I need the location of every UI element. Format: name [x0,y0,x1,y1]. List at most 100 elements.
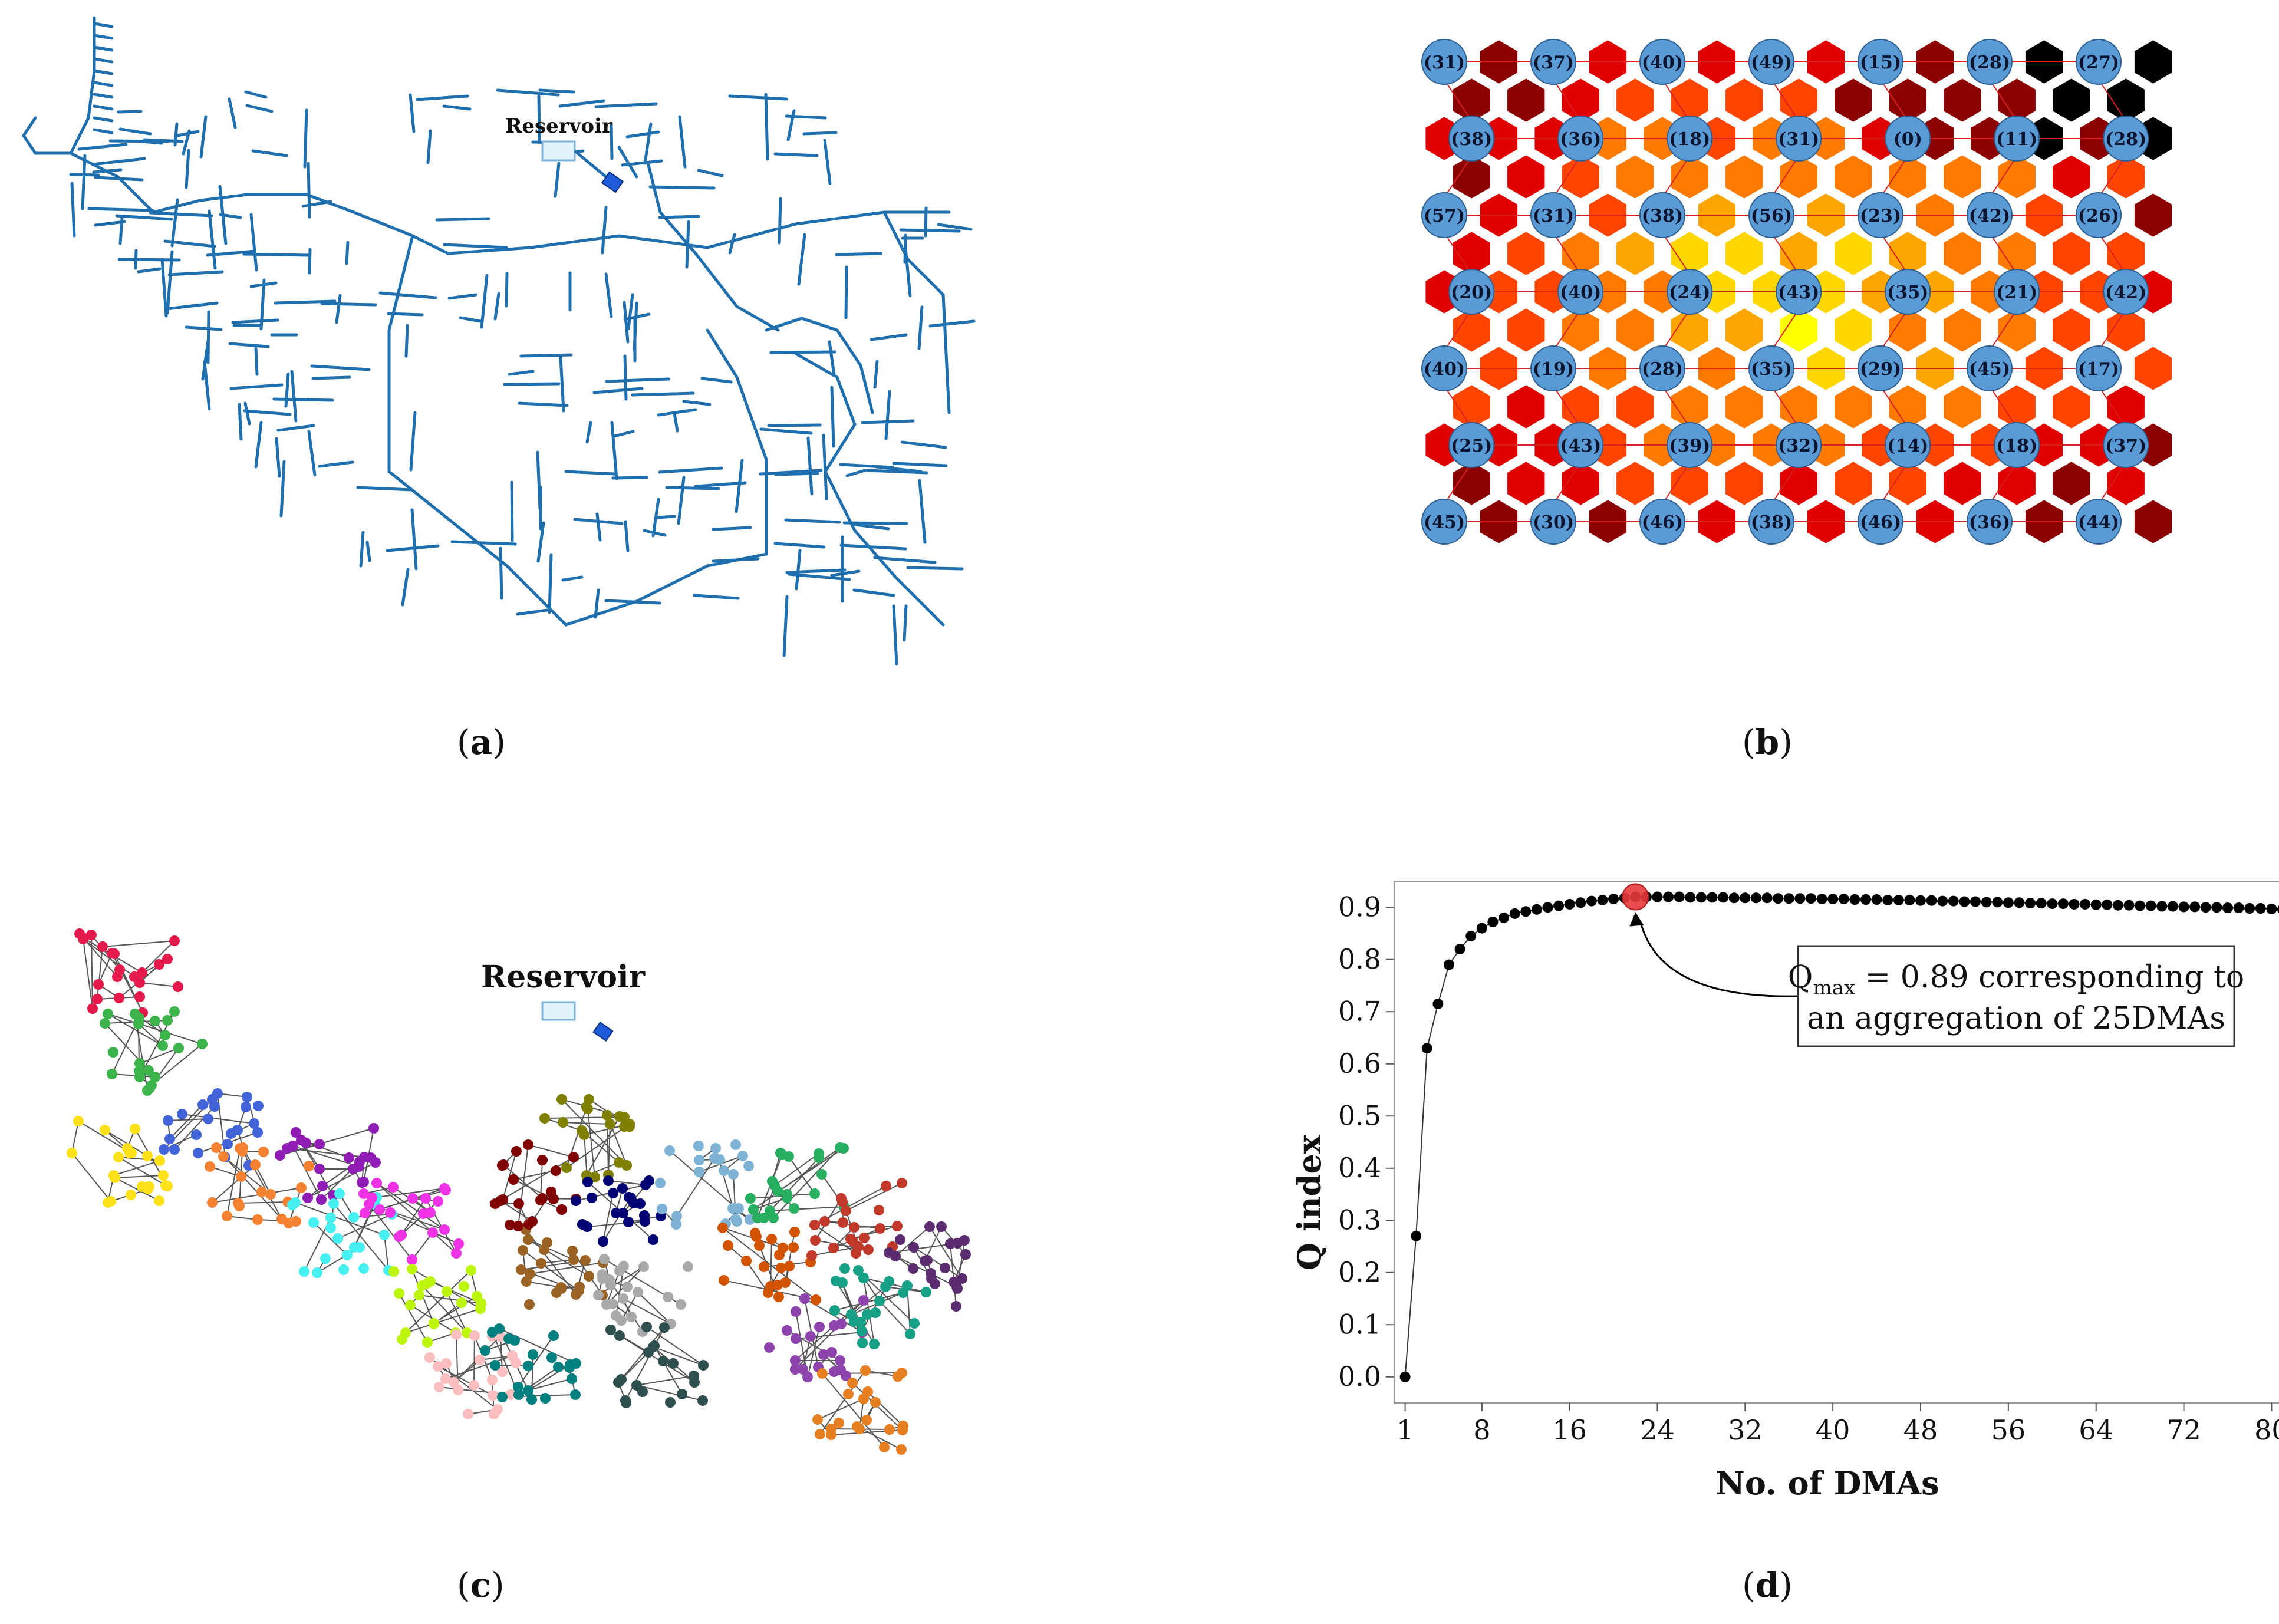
node-dot [203,1114,213,1124]
node-dot [582,1221,592,1232]
node-dot [805,1331,816,1342]
hex-cell [1944,308,1981,352]
node-dot [838,1217,848,1228]
node-dot [379,1230,390,1240]
node-dot [875,1223,885,1234]
y-axis-title: Q index [1290,1134,1328,1270]
node-label: (57) [1424,206,1465,226]
node-dot [618,1293,628,1304]
pipe-segment [937,223,973,231]
node-dot [773,1292,784,1302]
node-dot [354,1157,365,1167]
node-label: (35) [1751,359,1792,380]
neighbor-line [1771,232,1800,275]
link [114,1177,160,1201]
pipe-segment [643,122,653,165]
pipe-segment [284,372,290,408]
hex-cell [1780,78,1817,122]
y-tick-label: 0.8 [1338,943,1381,975]
node-bubble [1858,192,1903,238]
pipe-segment [677,476,686,525]
node-dot [869,1339,880,1349]
pipe-segment [892,462,948,467]
node-bubble [1448,269,1495,315]
y-tick-label: 0.4 [1338,1152,1381,1184]
node-dot [193,1148,203,1158]
node-dot [507,1350,518,1361]
pipe-segment [573,518,624,525]
pipe-segment [558,99,605,108]
pipe-segment [657,408,697,417]
node-dot [615,1375,626,1385]
hex-cell [1889,155,1926,199]
hex-cell [1507,232,1545,275]
node-dot [258,1147,269,1157]
y-tick-label: 0.1 [1338,1308,1381,1340]
data-point [1432,999,1444,1009]
hex-cell [1780,385,1817,429]
data-point [1542,902,1553,913]
node-dot [811,1294,821,1305]
pipe-segment [206,249,256,257]
data-point [1685,892,1696,903]
link [91,934,93,1009]
x-tick-label: 64 [2079,1414,2113,1446]
node-dot [683,1261,693,1272]
node-dot [806,1250,817,1261]
node-dot [602,1110,612,1121]
node-label: (28) [2105,129,2146,150]
x-tick-label: 24 [1640,1414,1675,1446]
link [587,1108,595,1178]
link [541,1259,574,1264]
data-point [2069,898,2080,910]
node-dot [874,1296,885,1306]
hex-cell [2053,78,2090,122]
pipe-segment [559,355,565,413]
pipe-segment [697,169,724,177]
node-dot [782,1325,792,1336]
node-dot [134,991,145,1002]
node-dot [427,1227,438,1238]
node-dot [325,1223,336,1233]
link [182,1114,255,1124]
node-dot [745,1193,756,1204]
neighbor-line [1444,79,1473,121]
pipe-segment [845,469,867,477]
link [598,1266,644,1296]
node-dot [425,1276,436,1287]
node-dot [169,1144,180,1155]
hex-cell [2134,347,2172,390]
node-dot [870,1397,881,1408]
node-dot [242,1092,252,1102]
pipe-lines [21,16,976,666]
node-dot [197,1039,208,1049]
node-dot [737,1151,748,1161]
pipe-segment [91,157,146,166]
hex-cell [1835,308,1872,352]
node-dot [97,941,108,952]
node-dot [134,1066,144,1076]
neighbor-line [2098,232,2127,275]
node-label: (26) [2078,206,2119,226]
pipe-segment [238,403,243,441]
node-dot [536,1258,546,1269]
pipe-segment [276,424,315,432]
node-label: (18) [1996,436,2037,456]
pipe-segment [712,526,752,531]
neighbor-line [1553,232,1582,275]
link [446,1291,467,1333]
pipe-segment [359,531,365,568]
pipe-segment [648,185,716,190]
node-dot [162,1181,173,1191]
node-dot [814,1322,825,1332]
link [102,940,175,947]
node-dot [469,1330,480,1341]
x-tick-label: 48 [1903,1414,1938,1446]
node-dot [114,993,124,1003]
y-tick-label: 0.6 [1338,1047,1381,1079]
pipe-segment [612,430,635,438]
pipe-segment [906,566,964,571]
pipe-segment [778,197,782,245]
node-dot [622,1282,633,1292]
pipe-segment [884,390,891,440]
